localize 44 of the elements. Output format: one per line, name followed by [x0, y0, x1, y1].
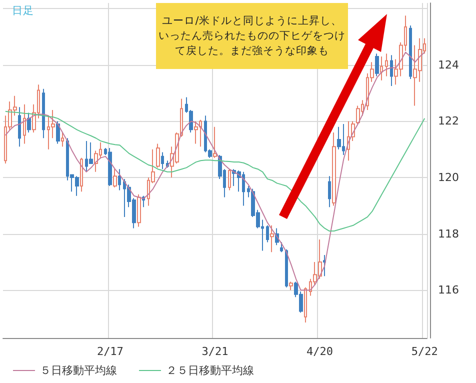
- annotation: 日足: [12, 4, 34, 18]
- y-tick-label: 116: [438, 284, 459, 297]
- candlestick: [56, 120, 60, 144]
- y-tick-label: 118: [438, 227, 459, 240]
- candlestick: [304, 286, 307, 324]
- candlestick: [390, 54, 393, 87]
- candlestick: [375, 53, 379, 77]
- y-tick-label: 122: [438, 114, 459, 128]
- candlestick: [289, 281, 293, 291]
- candlestick: [409, 25, 412, 80]
- candlestick: [266, 224, 269, 243]
- candlestick: [332, 132, 336, 206]
- candlestick: [23, 104, 26, 144]
- candlestick: [156, 143, 160, 168]
- y-tick-label: 120: [438, 171, 459, 184]
- candlestick: [380, 56, 383, 81]
- candlestick: [137, 194, 141, 228]
- candlestick: [285, 248, 288, 288]
- x-tick-label: 3/21: [202, 345, 228, 358]
- x-tick-label: 5/22: [411, 345, 438, 358]
- candlestick: [228, 168, 231, 191]
- candlestick: [18, 106, 21, 148]
- candlestick: [113, 168, 117, 188]
- candlestick: [161, 152, 164, 170]
- candlestick: [323, 254, 326, 277]
- annotation: ユーロ/米ドルと同じように上昇し、いったん売られたものの下ヒゲをつけて戻した。まだ強そうな印象も: [156, 3, 348, 69]
- legend-label: ５日移動平均線: [40, 364, 117, 377]
- candlestick: [280, 242, 283, 253]
- candlestick: [270, 224, 274, 253]
- candlestick: [385, 53, 388, 77]
- x-tick-label: 4/20: [306, 345, 334, 358]
- candlestick: [194, 120, 198, 144]
- y-tick-label: 124: [438, 58, 459, 72]
- candlestick: [42, 88, 45, 139]
- candlestick: [80, 157, 83, 192]
- candlestick: [27, 112, 31, 133]
- legend-label: ２５日移動平均線: [166, 364, 254, 377]
- x-tick-label: 2/17: [96, 345, 124, 358]
- line-series: [4, 110, 426, 232]
- candlestick: [61, 132, 64, 148]
- candlestick: [118, 168, 121, 191]
- candlestick: [328, 176, 331, 208]
- candlestick: [213, 126, 217, 158]
- candlestick: [108, 147, 112, 186]
